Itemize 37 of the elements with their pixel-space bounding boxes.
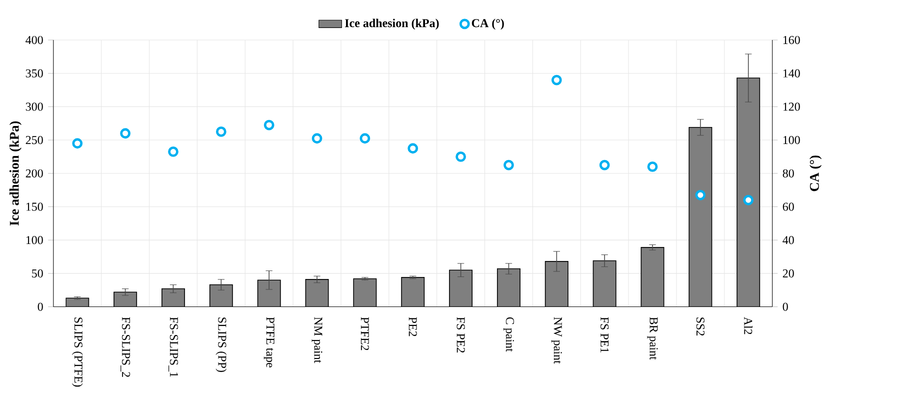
y-tick-label: 150	[26, 202, 43, 211]
x-tick-label: PTFE2	[360, 316, 369, 350]
x-tick-label: FS PE1	[600, 316, 609, 352]
y-tick-label: 350	[26, 69, 43, 78]
y2-tick-label: 20	[782, 269, 794, 278]
y2-axis-title: CA (°)	[810, 155, 822, 191]
y2-tick-label: 80	[782, 169, 794, 178]
y2-tick-label: 100	[783, 136, 800, 144]
y2-tick-label: 0	[782, 302, 788, 311]
x-tick-label: SLIPS (PP)	[216, 317, 227, 372]
x-tick-label: FS-SLIPS_1	[168, 316, 178, 377]
y2-tick-label: 60	[782, 202, 794, 211]
y-tick-label: 400	[26, 36, 43, 44]
x-tick-label: Al2	[744, 316, 753, 334]
x-tick-label: BR paint	[647, 316, 658, 360]
x-tick-label: FS PE2	[456, 316, 465, 352]
y-tick-label: 100	[26, 236, 43, 244]
y2-tick-label: 120	[783, 102, 800, 111]
x-tick-label: NM paint	[312, 316, 322, 363]
x-tick-label: FS-SLIPS_2	[120, 316, 130, 377]
y-axis-title: Ice adhesion (kPa)	[9, 121, 22, 226]
y-tick-label: 50	[32, 269, 43, 278]
y2-tick-label: 40	[782, 236, 794, 244]
legend-label: CA (°)	[472, 18, 504, 30]
x-tick-label: SS2	[696, 317, 704, 336]
legend-label: Ice adhesion (kPa)	[344, 18, 439, 30]
y-tick-label: 0	[38, 302, 43, 311]
y-tick-label: 250	[26, 136, 43, 144]
x-tick-label: SLIPS (PTFE)	[72, 317, 83, 386]
x-tick-label: C paint	[503, 317, 514, 352]
y2-tick-label: 160	[783, 36, 800, 44]
y-tick-label: 200	[26, 169, 43, 178]
x-tick-label: NW paint	[551, 316, 562, 364]
y2-tick-label: 140	[783, 69, 800, 78]
x-tick-label: PE2	[408, 316, 417, 336]
x-tick-label: PTFE tape	[264, 316, 274, 368]
y-tick-label: 300	[26, 102, 43, 111]
